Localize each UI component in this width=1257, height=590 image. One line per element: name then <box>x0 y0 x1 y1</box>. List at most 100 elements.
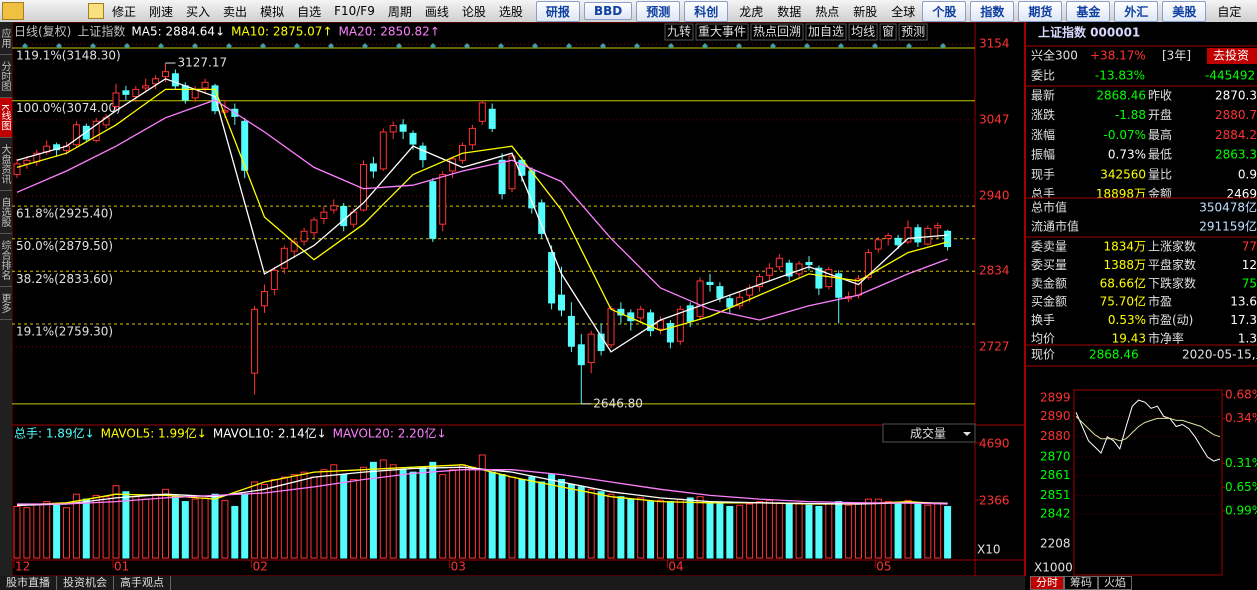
toolbar-button[interactable]: 期货 <box>1018 0 1063 22</box>
quote-value: 1388万 <box>1103 258 1146 272</box>
tool-button[interactable]: 九转 <box>667 24 691 39</box>
quote-value: 2868.46 <box>1096 89 1146 103</box>
menu-item[interactable]: 模拟 <box>260 4 285 19</box>
event-marker <box>668 43 674 49</box>
tool-button[interactable]: 热点回溯 <box>753 24 801 39</box>
y-tick-label: 2834 <box>979 264 1010 278</box>
tool-button[interactable]: 窗 <box>882 25 894 39</box>
menu-item[interactable]: 自选 <box>297 4 322 19</box>
quote-label: 昨收 <box>1148 89 1172 103</box>
volume-bar <box>92 494 100 559</box>
dropdown-arrow <box>963 432 971 436</box>
event-marker <box>430 43 436 49</box>
candle-body <box>587 333 595 364</box>
volume-bar <box>855 503 862 559</box>
back-icon[interactable] <box>2 2 24 20</box>
toolbar-button[interactable]: 数据 <box>777 4 802 19</box>
side-tab[interactable]: 更多 <box>0 287 12 320</box>
right-tab[interactable]: 分时 <box>1030 576 1064 590</box>
side-tab[interactable]: 应用 <box>0 22 12 55</box>
volume-bar <box>686 497 694 559</box>
bottom-tab[interactable]: 高手观点 <box>114 576 171 590</box>
fib-label: 119.1%(3148.30) <box>16 49 121 63</box>
candle-body <box>389 125 397 133</box>
volume-bar <box>538 481 546 559</box>
volume-bar <box>944 505 952 559</box>
tool-button[interactable]: 加自选 <box>808 25 844 39</box>
y-tick-label: 2842 <box>1040 506 1071 520</box>
quote-date: 2020-05-15,五 <box>1182 348 1257 362</box>
volume-bar <box>191 498 199 559</box>
volume-header: MAVOL20: 2.20亿↓ <box>333 426 447 441</box>
toolbar-button[interactable]: 全球 <box>891 4 916 19</box>
side-tab[interactable]: 大盘资讯 <box>0 138 12 191</box>
candle-body <box>894 237 902 246</box>
volume-selector[interactable]: 成交量 <box>910 426 946 441</box>
candle-body <box>449 158 457 172</box>
toolbar-button[interactable]: 研报 <box>535 0 580 22</box>
volume-bar <box>637 497 645 559</box>
quote-label: 金额 <box>1148 186 1172 201</box>
volume-bar <box>459 464 466 559</box>
right-tab[interactable]: 筹码 <box>1064 576 1098 590</box>
quote-label: 换手 <box>1031 313 1055 327</box>
volume-bar <box>666 501 674 559</box>
volume-bar <box>122 491 130 559</box>
cap-bg <box>1026 198 1257 236</box>
tool-frame <box>750 23 804 41</box>
toolbar-button[interactable]: 新股 <box>853 4 878 19</box>
volume-bar <box>389 464 397 559</box>
toolbar-button[interactable]: 个股 <box>922 0 967 22</box>
quote-value: 1.3 <box>1238 332 1257 346</box>
tool-frame <box>898 23 928 41</box>
right-tab[interactable]: 火焰 <box>1098 576 1132 590</box>
bottom-tab[interactable]: 投资机会 <box>57 576 114 590</box>
volume-bar <box>290 474 298 559</box>
menu-item[interactable]: 卖出 <box>223 4 248 19</box>
dropdown-icon[interactable] <box>88 3 104 19</box>
toolbar-button[interactable]: BBD <box>583 2 633 20</box>
toolbar-button[interactable]: 美股 <box>1162 0 1207 22</box>
side-tab[interactable]: 综合排名 <box>0 234 12 287</box>
side-tab[interactable]: 分时图 <box>0 55 12 98</box>
candle-body <box>152 78 160 85</box>
quote-label: 最新 <box>1031 88 1055 103</box>
side-tab[interactable]: K线图 <box>0 98 12 138</box>
fund-action[interactable]: 去投资 <box>1213 48 1249 63</box>
toolbar-button[interactable]: 科创 <box>684 0 729 22</box>
menu-item[interactable]: F10/F9 <box>334 4 375 18</box>
candle-body <box>756 276 763 288</box>
menu-item[interactable]: 画线 <box>424 4 449 19</box>
volume-bar <box>300 471 308 559</box>
menu-item[interactable]: 刚速 <box>149 4 174 19</box>
candle-body <box>142 85 150 89</box>
y-tick-label: 3154 <box>979 36 1010 50</box>
menu-item[interactable]: 周期 <box>387 4 412 19</box>
menu-item[interactable]: 选股 <box>498 4 523 19</box>
toolbar-button[interactable]: 指数 <box>970 0 1015 22</box>
toolbar-button[interactable]: 基金 <box>1066 0 1111 22</box>
toolbar-button[interactable]: 热点 <box>815 4 840 19</box>
toolbar-button[interactable]: 预测 <box>636 0 681 22</box>
quote-value: 1834万 <box>1103 240 1146 254</box>
fund-period: [3年] <box>1162 49 1191 63</box>
menu-item[interactable]: 论股 <box>461 4 486 19</box>
side-tabs: 应用 分时图 K线图 大盘资讯 自选股 综合排名 更多 <box>0 22 12 577</box>
tool-button[interactable]: 重大事件 <box>698 25 746 39</box>
quote-label: 涨跌 <box>1031 107 1055 122</box>
toolbar-button[interactable]: 自定 <box>1217 4 1242 19</box>
volume-bar <box>746 503 754 559</box>
toolbar-button[interactable]: 龙虎 <box>739 4 764 19</box>
volume-bar <box>795 502 803 559</box>
tool-button[interactable]: 均线 <box>851 25 875 39</box>
toolbar-button[interactable]: 外汇 <box>1114 0 1159 22</box>
candle-body <box>478 102 486 122</box>
volume-bar <box>934 502 942 559</box>
menu-item[interactable]: 修正 <box>112 4 137 19</box>
side-tab[interactable]: 自选股 <box>0 191 12 234</box>
bottom-tab[interactable]: 股市直播 <box>0 576 57 590</box>
volume-bar <box>558 479 565 559</box>
menu-item[interactable]: 买入 <box>186 4 211 19</box>
y-tick-label: 4690 <box>979 436 1010 450</box>
tool-button[interactable]: 预测 <box>901 25 925 39</box>
